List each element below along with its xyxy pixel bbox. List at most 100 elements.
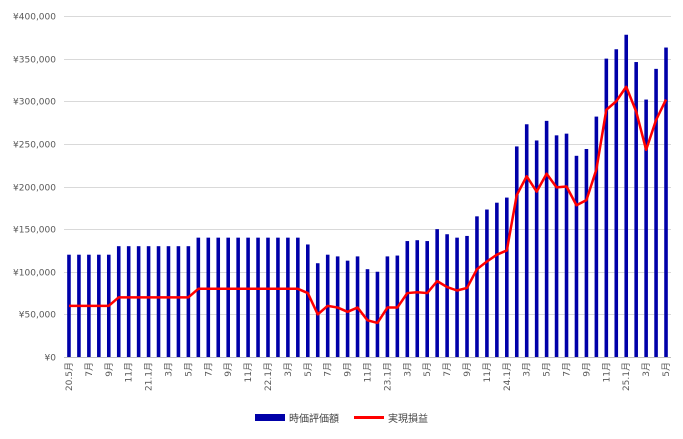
- bar: [475, 216, 479, 357]
- x-tick-label: 9月: [223, 362, 234, 377]
- bar: [126, 246, 131, 357]
- bar: [256, 237, 260, 357]
- x-tick-label: 7月: [203, 362, 214, 377]
- bar: [136, 246, 141, 357]
- bar: [226, 237, 230, 357]
- bar-series: [67, 34, 668, 358]
- x-tick-label: 5月: [542, 362, 553, 377]
- x-tick-label: 9月: [343, 362, 354, 377]
- x-tick-label: 5月: [422, 362, 433, 377]
- bar: [216, 237, 221, 357]
- bar: [146, 246, 151, 357]
- bar: [594, 116, 599, 357]
- x-tick-label: 11月: [482, 362, 493, 382]
- x-tick-label: 9月: [581, 362, 592, 377]
- x-tick-label: 5月: [303, 362, 314, 377]
- bar: [514, 146, 519, 357]
- bar: [634, 62, 638, 357]
- bar: [544, 120, 549, 357]
- x-tick-label: 25.1月: [621, 362, 632, 391]
- bar: [286, 237, 290, 357]
- bar: [455, 237, 459, 357]
- bar: [554, 135, 559, 357]
- legend-label-bar: 時価評価額: [289, 412, 339, 425]
- bar: [524, 124, 529, 358]
- x-tick-label: 9月: [462, 362, 473, 377]
- bar: [166, 246, 171, 357]
- gridlines: [64, 16, 671, 315]
- x-tick-label: 7月: [442, 362, 453, 377]
- x-tick-label: 20.5月: [64, 362, 75, 391]
- bar: [306, 244, 310, 357]
- bar: [644, 99, 648, 358]
- bar: [604, 58, 609, 358]
- bar: [196, 237, 201, 357]
- bar: [495, 202, 499, 357]
- bar: [584, 148, 589, 357]
- bar: [465, 235, 469, 357]
- bar: [654, 68, 658, 358]
- y-tick-label: ¥400,000: [13, 13, 56, 23]
- x-tick-label: 11月: [363, 362, 374, 382]
- line-series-path: [68, 85, 668, 325]
- bar: [315, 263, 320, 357]
- y-axis-tick-labels: ¥0 ¥50,000 ¥100,000 ¥150,000 ¥200,000 ¥250,00…: [13, 13, 56, 364]
- bar: [405, 241, 410, 357]
- x-tick-label: 3月: [283, 362, 294, 377]
- bar: [246, 237, 250, 357]
- y-tick-label: ¥200,000: [13, 184, 56, 194]
- bar: [365, 269, 370, 357]
- bar: [276, 237, 280, 357]
- x-tick-label: 5月: [183, 362, 194, 377]
- bar: [574, 155, 579, 357]
- bar: [266, 237, 270, 357]
- x-tick-label: 11月: [124, 362, 135, 382]
- x-tick-label: 21.1月: [144, 362, 155, 391]
- bar: [186, 246, 191, 357]
- x-axis-tick-labels: 20.5月 7月 9月 11月 21.1月 3月 5月 7月 9月 11月 22.1月 3月 5月 7月 9…: [64, 362, 672, 391]
- bar: [156, 246, 161, 357]
- x-tick-label: 9月: [104, 362, 115, 377]
- bar: [296, 237, 300, 357]
- x-tick-label: 22.1月: [263, 362, 274, 391]
- bar: [564, 133, 569, 357]
- bar: [425, 241, 429, 357]
- x-tick-label: 7月: [562, 362, 573, 377]
- bar: [345, 260, 350, 357]
- bar: [206, 237, 211, 357]
- y-tick-label: ¥250,000: [13, 141, 56, 151]
- bar: [67, 254, 71, 357]
- x-tick-label: 24.1月: [502, 362, 513, 391]
- x-tick-label: 11月: [243, 362, 254, 382]
- bar: [614, 49, 619, 357]
- x-tick-label: 7月: [323, 362, 334, 377]
- y-tick-label: ¥300,000: [13, 98, 56, 108]
- bar: [485, 209, 489, 357]
- x-tick-label: 11月: [601, 362, 612, 382]
- x-tick-label: 7月: [84, 362, 95, 377]
- y-tick-label: ¥0: [45, 354, 57, 364]
- line-series: [68, 85, 668, 325]
- bar: [116, 246, 121, 357]
- legend-label-line: 実現損益: [388, 412, 428, 425]
- x-tick-label: 5月: [661, 362, 672, 377]
- bar: [445, 234, 449, 357]
- bar: [236, 237, 240, 357]
- legend: 時価評価額 実現損益: [255, 412, 428, 425]
- x-tick-label: 3月: [641, 362, 652, 377]
- legend-swatch-bar: [255, 414, 285, 421]
- bar: [664, 47, 668, 357]
- bar: [534, 140, 539, 357]
- bar: [375, 271, 380, 357]
- y-tick-label: ¥100,000: [13, 269, 56, 279]
- bar: [624, 34, 629, 357]
- bar: [435, 229, 439, 358]
- y-tick-label: ¥50,000: [19, 311, 56, 321]
- x-tick-label: 3月: [402, 362, 413, 377]
- y-tick-label: ¥350,000: [13, 56, 56, 66]
- x-tick-label: 3月: [522, 362, 533, 377]
- bar: [415, 240, 420, 357]
- y-tick-label: ¥150,000: [13, 226, 56, 236]
